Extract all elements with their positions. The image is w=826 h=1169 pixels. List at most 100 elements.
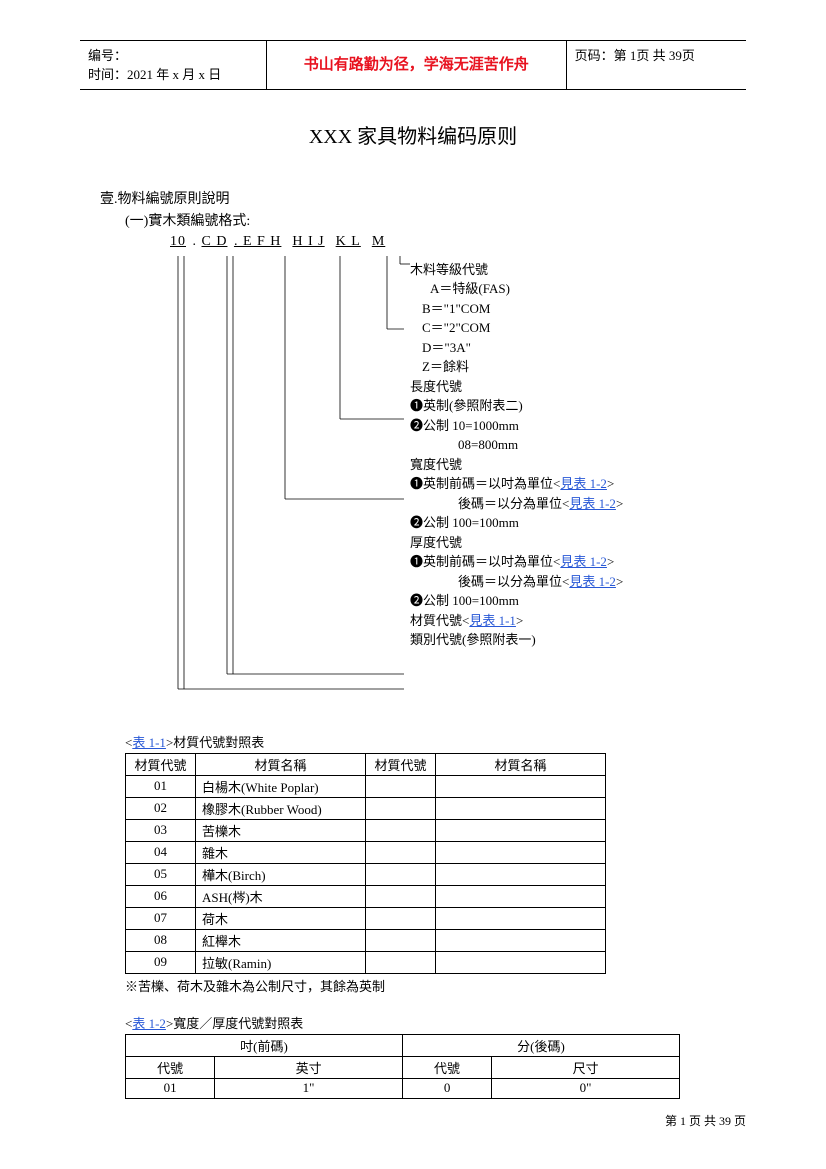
desc-b4-l2-t: ❶英制前碼＝以吋為單位< — [410, 554, 560, 569]
table-cell — [436, 929, 606, 951]
t2-h1: 代號 — [126, 1056, 215, 1078]
page-title: XXX 家具物料编码原则 — [80, 120, 746, 149]
material-code-table: 材質代號 材質名稱 材質代號 材質名稱 01白楊木(White Poplar)0… — [125, 753, 606, 974]
desc-b2-l2: ❶英制(參照附表二) — [410, 396, 623, 416]
link-table-1-2-d[interactable]: 見表 1-2 — [569, 574, 616, 589]
desc-b2-l1: 長度代號 — [410, 377, 623, 397]
table-cell: 03 — [126, 819, 196, 841]
desc-b4-l1: 厚度代號 — [410, 533, 623, 553]
desc-b1-l6: Z＝餘料 — [410, 357, 623, 377]
table1-note: ※苦櫟、荷木及雜木為公制尺寸，其餘為英制 — [125, 976, 746, 995]
link-table-1-2-a[interactable]: 見表 1-2 — [560, 476, 607, 491]
table-cell: 07 — [126, 907, 196, 929]
t2-h4: 尺寸 — [492, 1056, 680, 1078]
table-cell — [366, 907, 436, 929]
table-cell: 05 — [126, 863, 196, 885]
desc-b2-l4: 08=800mm — [410, 435, 623, 455]
table-cell — [436, 885, 606, 907]
table-cell — [366, 841, 436, 863]
section-heading-1: 壹.物料編號原則說明 — [100, 189, 746, 211]
code-part-2: C D — [202, 234, 228, 249]
link-table-1-2-c[interactable]: 見表 1-2 — [560, 554, 607, 569]
header-left-cell: 编号： 时间：2021 年 x 月 x 日 — [80, 41, 266, 90]
table-row: 02橡膠木(Rubber Wood) — [126, 797, 606, 819]
table-cell: 01 — [126, 775, 196, 797]
desc-b1-l5: D＝"3A" — [410, 338, 623, 358]
desc-b5-l1-t: 材質代號< — [410, 613, 469, 628]
table2-title: <表 1-2>寬度／厚度代號對照表 — [125, 1013, 746, 1032]
t2-title-link[interactable]: 表 1-2 — [132, 1016, 166, 1031]
desc-b1-l2: A＝特級(FAS) — [410, 279, 623, 299]
link-table-1-1[interactable]: 見表 1-1 — [469, 613, 516, 628]
code-part-3: . E F H — [234, 234, 281, 249]
table-cell: 雜木 — [196, 841, 366, 863]
desc-b5-l1: 材質代號<見表 1-1> — [410, 611, 623, 631]
desc-b5-l1-e: > — [516, 613, 523, 628]
code-part-6: M — [372, 234, 385, 249]
table-cell: 拉敏(Ramin) — [196, 951, 366, 973]
header-page-cell: 页码：第 1页 共 39页 — [566, 41, 746, 90]
desc-b4-l4: ❷公制 100=100mm — [410, 591, 623, 611]
t2-g1: 吋(前碼) — [126, 1034, 403, 1056]
tree-lines-svg — [80, 254, 420, 704]
table-cell: 09 — [126, 951, 196, 973]
header-motto-cell: 书山有路勤为径，学海无涯苦作舟 — [266, 41, 566, 90]
table-row: 07荷木 — [126, 907, 606, 929]
table-row: 09拉敏(Ramin) — [126, 951, 606, 973]
desc-b4-l2-e: > — [607, 554, 614, 569]
table-cell: 苦櫟木 — [196, 819, 366, 841]
code-format-line: 10 . C D . E F H H I J K L M — [170, 234, 746, 250]
t2-r1c4: 0" — [492, 1078, 680, 1098]
t2-r1c3: 0 — [402, 1078, 491, 1098]
table-cell — [436, 951, 606, 973]
desc-b3-l3: 後碼＝以分為單位<見表 1-2> — [410, 494, 623, 514]
link-table-1-2-b[interactable]: 見表 1-2 — [569, 496, 616, 511]
t1-h1: 材質代號 — [126, 753, 196, 775]
table-cell: 紅櫸木 — [196, 929, 366, 951]
code-part-4: H I J — [292, 234, 324, 249]
page-label: 页码：第 1页 共 39页 — [575, 48, 695, 63]
table-cell: 橡膠木(Rubber Wood) — [196, 797, 366, 819]
code-part-1: . — [193, 234, 198, 249]
header-table: 编号： 时间：2021 年 x 月 x 日 书山有路勤为径，学海无涯苦作舟 页码… — [80, 40, 746, 90]
table-cell — [366, 863, 436, 885]
t2-title-suf: >寬度／厚度代號對照表 — [166, 1016, 303, 1031]
table-row: 05樺木(Birch) — [126, 863, 606, 885]
doc-no-label: 编号： — [88, 45, 258, 64]
t2-h3: 代號 — [402, 1056, 491, 1078]
t1-h2: 材質名稱 — [196, 753, 366, 775]
desc-b1-l4: C＝"2"COM — [410, 318, 623, 338]
table-cell: 02 — [126, 797, 196, 819]
table1-title: <表 1-1>材質代號對照表 — [125, 732, 746, 751]
table-cell — [436, 797, 606, 819]
desc-b2-l3: ❷公制 10=1000mm — [410, 416, 623, 436]
dimension-code-table: 吋(前碼) 分(後碼) 代號 英寸 代號 尺寸 01 1" 0 0" — [125, 1034, 680, 1099]
desc-b4-l2: ❶英制前碼＝以吋為單位<見表 1-2> — [410, 552, 623, 572]
table-cell: ASH(梣)木 — [196, 885, 366, 907]
table-cell — [436, 775, 606, 797]
desc-b6-l1: 類別代號(參照附表一) — [410, 630, 623, 650]
table-cell: 08 — [126, 929, 196, 951]
t2-r1c2: 1" — [215, 1078, 403, 1098]
motto-text: 书山有路勤为径，学海无涯苦作舟 — [304, 57, 529, 73]
table-row: 06ASH(梣)木 — [126, 885, 606, 907]
t1-title-link[interactable]: 表 1-1 — [132, 735, 166, 750]
t1-title-suf: >材質代號對照表 — [166, 735, 264, 750]
table-cell: 06 — [126, 885, 196, 907]
table-cell: 荷木 — [196, 907, 366, 929]
table-cell: 04 — [126, 841, 196, 863]
code-part-5: K L — [336, 234, 361, 249]
desc-b4-l3: 後碼＝以分為單位<見表 1-2> — [410, 572, 623, 592]
table-row: 08紅櫸木 — [126, 929, 606, 951]
table-cell — [436, 863, 606, 885]
table-cell — [366, 797, 436, 819]
desc-b3-l2-t: ❶英制前碼＝以吋為單位< — [410, 476, 560, 491]
table-row: 03苦櫟木 — [126, 819, 606, 841]
table-cell — [366, 775, 436, 797]
t2-g2: 分(後碼) — [402, 1034, 679, 1056]
table-cell — [436, 841, 606, 863]
table-row: 04雜木 — [126, 841, 606, 863]
desc-b3-l4: ❷公制 100=100mm — [410, 513, 623, 533]
desc-b4-l3-e: > — [616, 574, 623, 589]
code-part-0: 10 — [170, 234, 186, 249]
